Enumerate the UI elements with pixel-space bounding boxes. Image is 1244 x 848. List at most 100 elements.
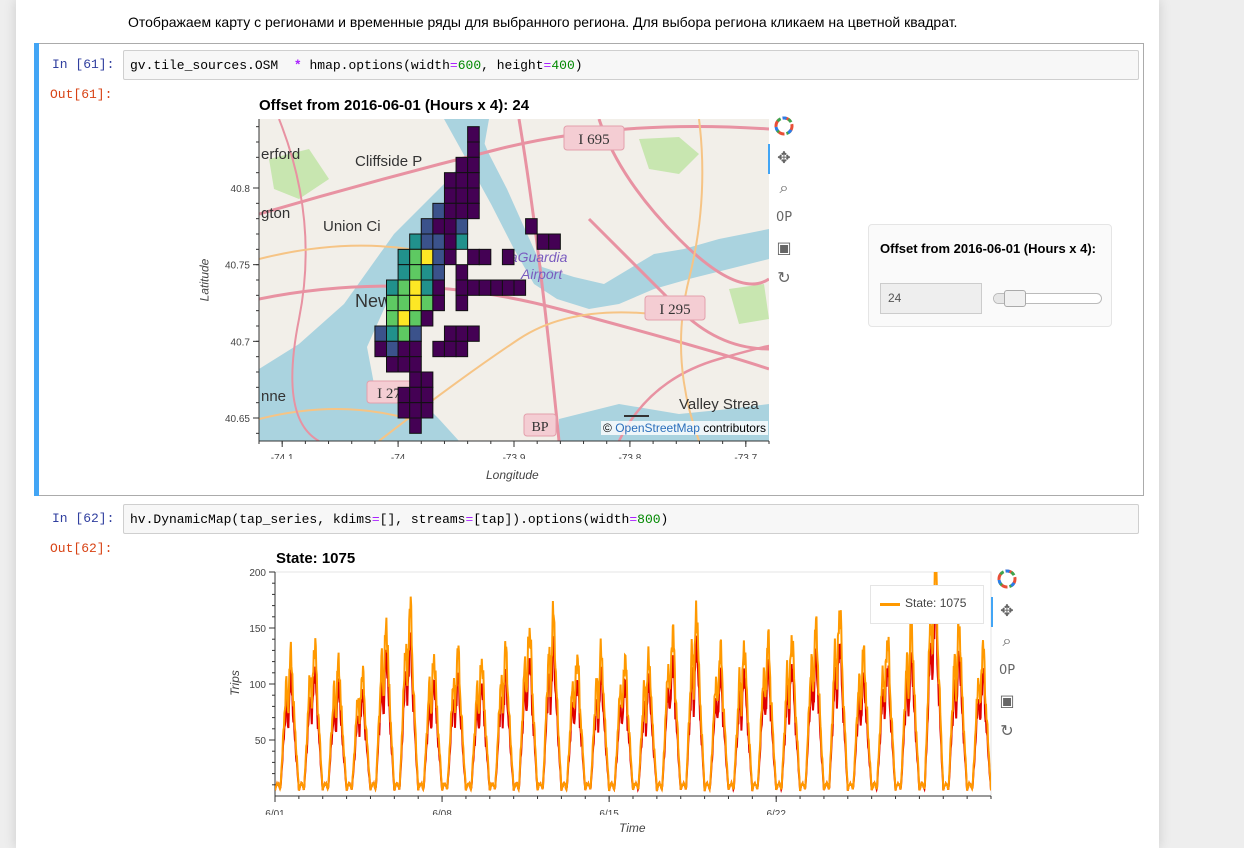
map-x-tick-label: -73.8 — [619, 453, 642, 459]
legend-label: State: 1075 — [905, 596, 967, 610]
heatmap-cells[interactable] — [374, 126, 561, 434]
box-zoom-icon[interactable]: ⌕ — [779, 178, 789, 197]
code-token: = — [543, 58, 552, 73]
wheel-zoom-icon[interactable]: 0P — [775, 210, 793, 225]
code-token: = — [449, 58, 458, 73]
heatmap-cell[interactable] — [432, 294, 445, 312]
heatmap-cell[interactable] — [420, 310, 434, 327]
code-token: = — [465, 512, 474, 527]
series-x-tick-label: 6/01 — [265, 809, 285, 815]
map-water-east-river — [444, 119, 769, 309]
save-icon[interactable]: ▣ — [776, 238, 792, 257]
save-icon[interactable]: ▣ — [999, 691, 1015, 710]
bokeh-logo-icon[interactable] — [994, 569, 1020, 593]
legend-swatch — [880, 603, 900, 606]
in-prompt-62: In [62]: — [52, 511, 115, 526]
map-y-tick-label: 40.8 — [231, 184, 251, 195]
heatmap-cell[interactable] — [455, 340, 469, 358]
heatmap-cell[interactable] — [501, 248, 515, 266]
map-road — [259, 284, 769, 371]
markdown-text: Отображаем карту с регионами и временные… — [128, 14, 958, 30]
heatmap-cell[interactable] — [525, 218, 538, 235]
series-y-tick-label: 50 — [255, 736, 267, 747]
map-plot-title: Offset from 2016-06-01 (Hours x 4): 24 — [259, 97, 530, 114]
pan-icon[interactable]: ✥ — [777, 148, 791, 167]
series-y-tick-label: 100 — [249, 680, 266, 691]
bokeh-logo-icon[interactable] — [771, 116, 797, 140]
series-y-tick-label: 150 — [249, 624, 266, 635]
series-y-axis-label: Trips — [227, 670, 242, 696]
heatmap-cell[interactable] — [420, 402, 434, 419]
road-shield-label: I 27 — [377, 386, 401, 402]
code-token: hmap.options(width — [309, 58, 450, 73]
heatmap-cell[interactable] — [467, 202, 480, 220]
offset-slider[interactable] — [993, 290, 1102, 307]
reset-icon[interactable]: ↻ — [777, 268, 791, 287]
attribution-prefix: © — [603, 421, 612, 435]
map-label: Valley Strea — [679, 396, 759, 413]
map-park — [269, 149, 329, 199]
heatmap-cell[interactable] — [455, 233, 469, 250]
wheel-zoom-icon[interactable]: 0P — [998, 663, 1016, 678]
code-token: 400 — [551, 58, 575, 73]
cell-selection-bar — [34, 43, 39, 496]
map-label: Union Ci — [323, 218, 381, 235]
map-road — [617, 344, 769, 441]
map-park — [729, 284, 769, 324]
code-token: * — [293, 58, 302, 73]
slider-fill — [994, 294, 1009, 303]
road-shield-label: I 695 — [578, 132, 609, 148]
road-shield — [644, 295, 706, 321]
code-token: [tap]).options(width — [473, 512, 630, 527]
map-water-hudson — [259, 119, 489, 441]
heatmap-cell[interactable] — [478, 248, 492, 266]
map-label: Cliffside P — [355, 153, 422, 170]
active-tool-indicator — [768, 144, 770, 174]
code-input-62[interactable]: hv.DynamicMap(tap_series, kdims=[], stre… — [123, 504, 1139, 534]
code-token: gv.tile_sources.OSM — [130, 58, 279, 73]
heatmap-cell[interactable] — [513, 279, 527, 296]
reset-icon[interactable]: ↻ — [1000, 721, 1014, 740]
code-token: 800 — [637, 512, 661, 527]
series-line-orange — [275, 572, 991, 794]
map-road — [278, 119, 320, 441]
code-token: , height — [481, 58, 544, 73]
heatmap-cell[interactable] — [467, 325, 480, 342]
attribution-suffix: contributors — [703, 421, 766, 435]
code-token: ) — [574, 58, 583, 73]
road-shield — [563, 125, 625, 151]
box-zoom-icon[interactable]: ⌕ — [1002, 631, 1012, 650]
widget-title: Offset from 2016-06-01 (Hours x 4): — [880, 241, 1097, 256]
series-legend[interactable]: State: 1075 — [870, 585, 984, 624]
map-x-tick-label: -74 — [391, 453, 406, 459]
heatmap-cell[interactable] — [548, 233, 561, 250]
code-token: 600 — [457, 58, 482, 73]
pan-icon[interactable]: ✥ — [1000, 601, 1014, 620]
osm-link[interactable]: OpenStreetMap — [615, 421, 700, 435]
heatmap-cell[interactable] — [455, 294, 469, 312]
road-shield-label: BP — [531, 420, 548, 435]
series-x-axis-label: Time — [619, 821, 646, 835]
map-label: gton — [261, 205, 290, 222]
slider-handle[interactable] — [1004, 290, 1027, 307]
code-input-61[interactable]: gv.tile_sources.OSM * hmap.options(width… — [123, 50, 1139, 80]
map-axes: -74.1 -74 -73.9 -73.8 -73.7 40.8 40.75 40.7 40.6… — [225, 119, 770, 459]
map-x-axis-label: Longitude — [486, 468, 539, 482]
map-road — [517, 119, 561, 441]
series-plot-title: State: 1075 — [276, 550, 356, 567]
offset-value-input[interactable]: 24 — [880, 283, 982, 314]
code-token: ) — [660, 512, 669, 527]
map-road — [680, 119, 704, 441]
series-x-tick-label: 6/22 — [766, 809, 786, 815]
map-y-axis-label: Latitude — [197, 258, 212, 302]
map-x-tick-label: -73.9 — [503, 453, 526, 459]
heatmap-cell[interactable] — [443, 248, 457, 266]
map-x-tick-label: -73.7 — [734, 453, 757, 459]
heatmap-cell[interactable] — [409, 417, 422, 434]
cell-61[interactable] — [34, 43, 1144, 496]
map-road — [259, 244, 410, 260]
map-road — [597, 119, 769, 286]
code-token: = — [629, 512, 638, 527]
active-tool-indicator — [991, 597, 993, 627]
map-label: Airport — [520, 266, 563, 282]
